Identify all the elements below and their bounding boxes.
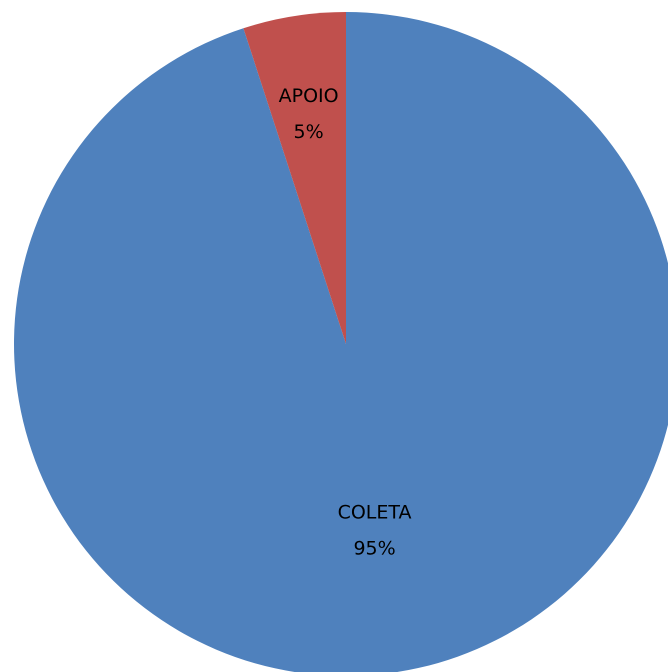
pie-slices	[14, 12, 668, 672]
data-label-coleta-name: COLETA	[338, 501, 412, 523]
pie-slice-apoio	[243, 12, 346, 344]
data-label-coleta-percent: 95%	[353, 537, 395, 559]
pie-slice-coleta	[14, 12, 668, 672]
pie-labels: COLETA 95% APOIO 5%	[279, 85, 412, 559]
data-label-apoio-percent: 5%	[294, 121, 324, 143]
data-label-apoio-name: APOIO	[279, 85, 339, 107]
